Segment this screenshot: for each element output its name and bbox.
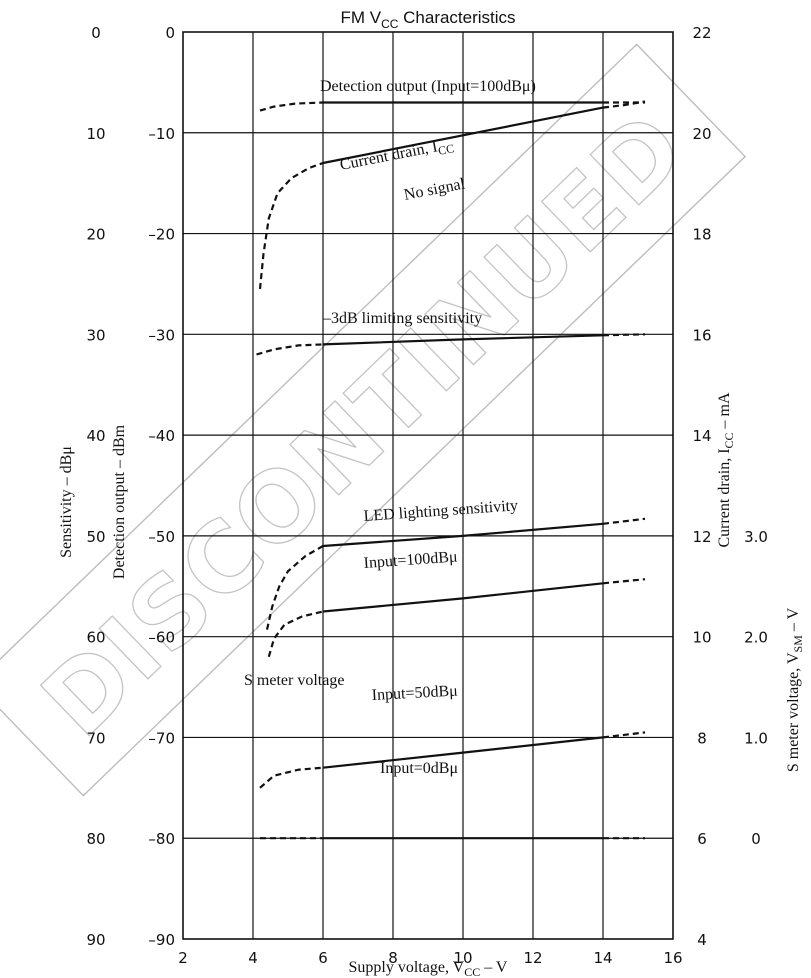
- annotation-input-100: Input=100dBμ: [363, 548, 458, 572]
- y-axis-label-current-drain: Current drain, ICC – mA: [716, 392, 736, 548]
- current-drain-tick-label: 10: [692, 629, 711, 647]
- x-tick-label: 14: [593, 949, 612, 967]
- annotation-no-signal: No signal: [403, 175, 467, 204]
- x-tick-label: 10: [453, 949, 472, 967]
- curve-dashed-start: [256, 343, 324, 356]
- current-drain-tick-label: 22: [692, 24, 711, 42]
- detection-output-tick-label: –10: [148, 125, 175, 143]
- x-tick-label: 12: [523, 949, 542, 967]
- curve-solid: [322, 736, 604, 769]
- curve-dashed-end: [602, 517, 646, 525]
- sensitivity-tick-label: 0: [91, 24, 101, 42]
- curve-solid: [322, 582, 604, 613]
- current-drain-tick-label: 16: [692, 326, 711, 344]
- curve-dashed-start: [259, 766, 324, 789]
- sensitivity-tick-label: 40: [86, 427, 105, 445]
- y-axis-label-sensitivity: Sensitivity – dBμ: [58, 446, 75, 558]
- x-tick-label: 16: [663, 949, 682, 967]
- watermark-text: DISCONTINUED: [21, 90, 707, 758]
- curve-solid: [322, 522, 604, 548]
- annotation-input-50: Input=50dBμ: [371, 683, 458, 704]
- x-axis-label: Supply voltage, VCC – V: [349, 959, 508, 978]
- s-meter-tick-label: 1.0: [744, 729, 768, 747]
- current-drain-tick-label: 14: [692, 427, 711, 445]
- annotation-limiting-sensitivity: –3dB limiting sensitivity: [322, 310, 482, 327]
- curve-solid: [322, 106, 604, 165]
- detection-output-tick-label: –50: [148, 528, 175, 546]
- annotation-s-meter-voltage: S meter voltage: [244, 672, 344, 689]
- detection-output-tick-label: –70: [148, 729, 175, 747]
- sensitivity-tick-label: 80: [86, 830, 105, 848]
- sensitivity-tick-label: 10: [86, 125, 105, 143]
- detection-output-tick-label: –30: [148, 326, 175, 344]
- series-curve: [256, 333, 646, 356]
- series-curve: [259, 731, 646, 789]
- series-curve: [267, 578, 646, 658]
- plot-frame: [182, 31, 674, 940]
- series-curve: [265, 517, 646, 630]
- curve-dashed-end: [602, 100, 646, 109]
- s-meter-tick-label: 3.0: [744, 528, 768, 546]
- detection-output-tick-label: 0: [165, 24, 175, 42]
- sensitivity-tick-label: 90: [86, 931, 105, 949]
- current-drain-tick-label: 20: [692, 125, 711, 143]
- s-meter-tick-label: 2.0: [744, 629, 768, 647]
- sensitivity-tick-label: 50: [86, 528, 105, 546]
- x-tick-label: 8: [388, 949, 398, 967]
- detection-output-tick-label: –20: [148, 226, 175, 244]
- curve-dashed-end: [602, 731, 646, 739]
- detection-output-tick-label: –80: [148, 830, 175, 848]
- sensitivity-tick-label: 70: [86, 729, 105, 747]
- detection-output-tick-label: –90: [148, 931, 175, 949]
- curve-dashed-start: [267, 610, 324, 658]
- current-drain-tick-label: 8: [697, 729, 707, 747]
- watermark-frame: [0, 43, 747, 797]
- series-curve: [258, 100, 646, 290]
- annotation-current-drain: Current drain, ICC: [339, 135, 456, 177]
- current-drain-tick-label: 18: [692, 226, 711, 244]
- curve-dashed-end: [602, 578, 646, 585]
- curve-dashed-start: [265, 545, 324, 630]
- curve-solid: [322, 334, 604, 346]
- chart-title: FM VCC Characteristics: [340, 8, 515, 31]
- annotation-input-0: Input=0dBμ: [380, 760, 458, 777]
- curve-dashed-end: [602, 333, 646, 337]
- annotation-led-sensitivity: LED lighting sensitivity: [363, 497, 518, 525]
- annotation-detection-output: Detection output (Input=100dBμ): [320, 78, 536, 95]
- series: [256, 100, 646, 840]
- curve-dashed-start: [258, 161, 324, 290]
- sensitivity-tick-label: 20: [86, 226, 105, 244]
- current-drain-tick-label: 12: [692, 528, 711, 546]
- current-drain-tick-label: 6: [697, 830, 707, 848]
- y-axis-label-s-meter: S meter voltage, VSM – V: [785, 607, 805, 772]
- detection-output-tick-label: –60: [148, 629, 175, 647]
- current-drain-tick-label: 4: [697, 931, 707, 949]
- y-axis-label-detection-output: Detection output – dBm: [111, 424, 128, 579]
- series-curve: [259, 101, 645, 112]
- s-meter-tick-label: 0: [751, 830, 761, 848]
- x-tick-label: 4: [248, 949, 258, 967]
- sensitivity-tick-label: 60: [86, 629, 105, 647]
- detection-output-tick-label: –40: [148, 427, 175, 445]
- sensitivity-tick-label: 30: [86, 326, 105, 344]
- curve-dashed-start: [259, 101, 324, 112]
- x-tick-label: 6: [318, 949, 328, 967]
- x-tick-label: 2: [178, 949, 188, 967]
